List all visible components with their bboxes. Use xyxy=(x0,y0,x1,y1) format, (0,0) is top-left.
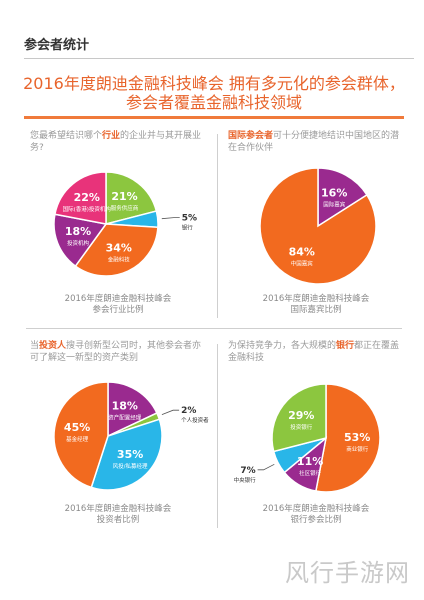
leader-line xyxy=(257,463,275,471)
question-highlight: 银行 xyxy=(336,341,355,351)
slice-percent-label: 35% xyxy=(117,448,143,461)
pie-chart-industry: 21%服务供应商 5%银行 34%金融科技 18%投资机构 22%国际(香港)投资机构 xyxy=(53,171,197,277)
watermark-text: 风行手游网 xyxy=(285,559,410,587)
question-highlight: 国际参会者 xyxy=(228,131,274,141)
pie-slice xyxy=(317,167,369,228)
pie-slice xyxy=(105,171,158,225)
chart-panel-industry: 您最希望结识哪个行业的企业并与其开展业务? 21% 服务供应商 5% 银行 34% 金融科… xyxy=(24,124,212,320)
question-highlight: 行业 xyxy=(102,131,121,141)
slice-percent-label: 11% xyxy=(297,455,323,468)
slice-category-label: 银行 xyxy=(182,224,194,232)
divider-horizontal xyxy=(26,328,402,329)
chart-caption: 2016年度朗迪金融科技峰会 xyxy=(64,504,172,514)
divider-vertical-top xyxy=(217,134,218,318)
chart-subcaption: 参会行业比例 xyxy=(92,305,144,315)
leader-line xyxy=(161,409,180,415)
page-title: 参会者统计 xyxy=(24,38,90,53)
panel-question: 为保持竞争力，各大规模的银行都正在覆盖金融科技 xyxy=(228,340,406,364)
slice-percent-label: 18% xyxy=(65,225,91,238)
pie-slice xyxy=(315,383,381,493)
slice-category-label: 风投/私募经理 xyxy=(113,462,148,470)
pie-chart-investors: 18%资产配置经理 2%个人投资者 35%风投/私募经理 45%基金经理 xyxy=(53,381,209,491)
panel-question: 您最希望结识哪个行业的企业并与其开展业务? xyxy=(30,130,208,154)
pie-slice xyxy=(53,213,108,268)
slice-category-label: 商业银行 xyxy=(346,445,369,453)
question-text: 您最希望结识哪个 xyxy=(30,131,103,141)
page-header: 参会者统计 xyxy=(0,0,424,70)
slice-category-label: 基金经理 xyxy=(66,435,89,443)
panel-question: 国际参会者可十分便捷地结识中国地区的潜在合作伙伴 xyxy=(228,130,406,154)
question-text: 为保持竞争力，各大规模的 xyxy=(228,341,337,351)
header-divider xyxy=(24,58,414,59)
slice-category-label: 中央银行 xyxy=(234,476,257,484)
leader-line xyxy=(161,217,180,220)
slice-percent-label: 16% xyxy=(321,187,347,200)
slice-percent-label: 45% xyxy=(64,421,90,434)
chart-subcaption: 国际嘉宾比例 xyxy=(290,305,342,315)
slice-category-label: 中国嘉宾 xyxy=(291,260,314,268)
slice-percent-label: 18% xyxy=(112,400,138,413)
slice-percent-label: 53% xyxy=(344,431,370,444)
title-rule xyxy=(24,116,404,119)
chart-panel-banks: 为保持竞争力，各大规模的银行都正在覆盖金融科技 53% 商业银行 11% 社区银行 7%… xyxy=(222,334,410,530)
question-text: 都正在覆盖金融科技 xyxy=(228,341,400,363)
slice-category-label: 国际(香港)投资机构 xyxy=(63,205,112,213)
divider-vertical-bottom xyxy=(217,344,218,528)
slice-percent-label: 29% xyxy=(288,409,314,422)
question-highlight: 投资人 xyxy=(39,341,67,351)
pie-slice xyxy=(54,171,107,225)
pie-slice xyxy=(53,381,109,489)
slice-percent-label: 21% xyxy=(111,190,137,203)
slice-category-label: 金融科技 xyxy=(108,255,131,263)
pie-slice xyxy=(74,223,159,277)
chart-caption: 2016年度朗迪金融科技峰会 xyxy=(262,504,370,514)
question-text: 可十分便捷地结识中国地区的潜在合作伙伴 xyxy=(228,131,400,153)
pie-slice xyxy=(259,167,377,285)
question-text: 当 xyxy=(30,341,40,351)
question-text: 的企业并与其开展业务? xyxy=(30,131,202,153)
chart-caption: 2016年度朗迪金融科技峰会 xyxy=(262,294,370,304)
slice-category-label: 国际嘉宾 xyxy=(323,201,346,209)
chart-caption: 2016年度朗迪金融科技峰会 xyxy=(64,294,172,304)
slice-percent-label: 34% xyxy=(106,241,132,254)
slice-percent-label: 2% xyxy=(181,406,196,416)
chart-subcaption: 银行参会比例 xyxy=(290,515,342,525)
slice-percent-label: 7% xyxy=(240,466,255,476)
slice-category-label: 投资机构 xyxy=(67,239,90,247)
panel-question: 当投资人搜寻创新型公司时，其他参会者亦可了解这一新型的资产类别 xyxy=(30,340,208,364)
slice-category-label: 社区银行 xyxy=(299,469,322,477)
slice-category-label: 资产配置经理 xyxy=(108,414,142,422)
pie-slice xyxy=(90,418,163,491)
slice-category-label: 服务供应商 xyxy=(111,204,139,212)
question-text: 搜寻创新型公司时，其他参会者亦可了解这一新型的资产类别 xyxy=(30,341,202,363)
poster-title-line1: 2016年度朗迪金融科技峰会 拥有多元化的参会群体， xyxy=(23,74,405,93)
slice-category-label: 投资银行 xyxy=(290,423,313,431)
chart-subcaption: 投资者比例 xyxy=(96,515,140,525)
chart-panel-investors: 当投资人搜寻创新型公司时，其他参会者亦可了解这一新型的资产类别 18% 资产配置经… xyxy=(24,334,212,530)
pie-chart-international: 16%国际嘉宾 84%中国嘉宾 xyxy=(259,167,377,285)
pie-chart-banks: 53%商业银行 11%社区银行 7%中央银行 29%投资银行 xyxy=(234,383,381,493)
pie-slice xyxy=(107,381,158,438)
slice-category-label: 个人投资者 xyxy=(181,416,209,424)
slice-percent-label: 22% xyxy=(74,191,100,204)
pie-slice xyxy=(271,383,327,453)
slice-percent-label: 5% xyxy=(182,214,197,224)
infographic-poster: 2016年度朗迪金融科技峰会 拥有多元化的参会群体， 参会者覆盖金融科技领域 您… xyxy=(14,68,414,538)
poster-title-line2: 参会者覆盖金融科技领域 xyxy=(125,93,302,112)
chart-panel-international: 国际参会者可十分便捷地结识中国地区的潜在合作伙伴 16% 国际嘉宾 84% 中国嘉宾 … xyxy=(222,124,410,320)
slice-percent-label: 84% xyxy=(289,246,315,259)
